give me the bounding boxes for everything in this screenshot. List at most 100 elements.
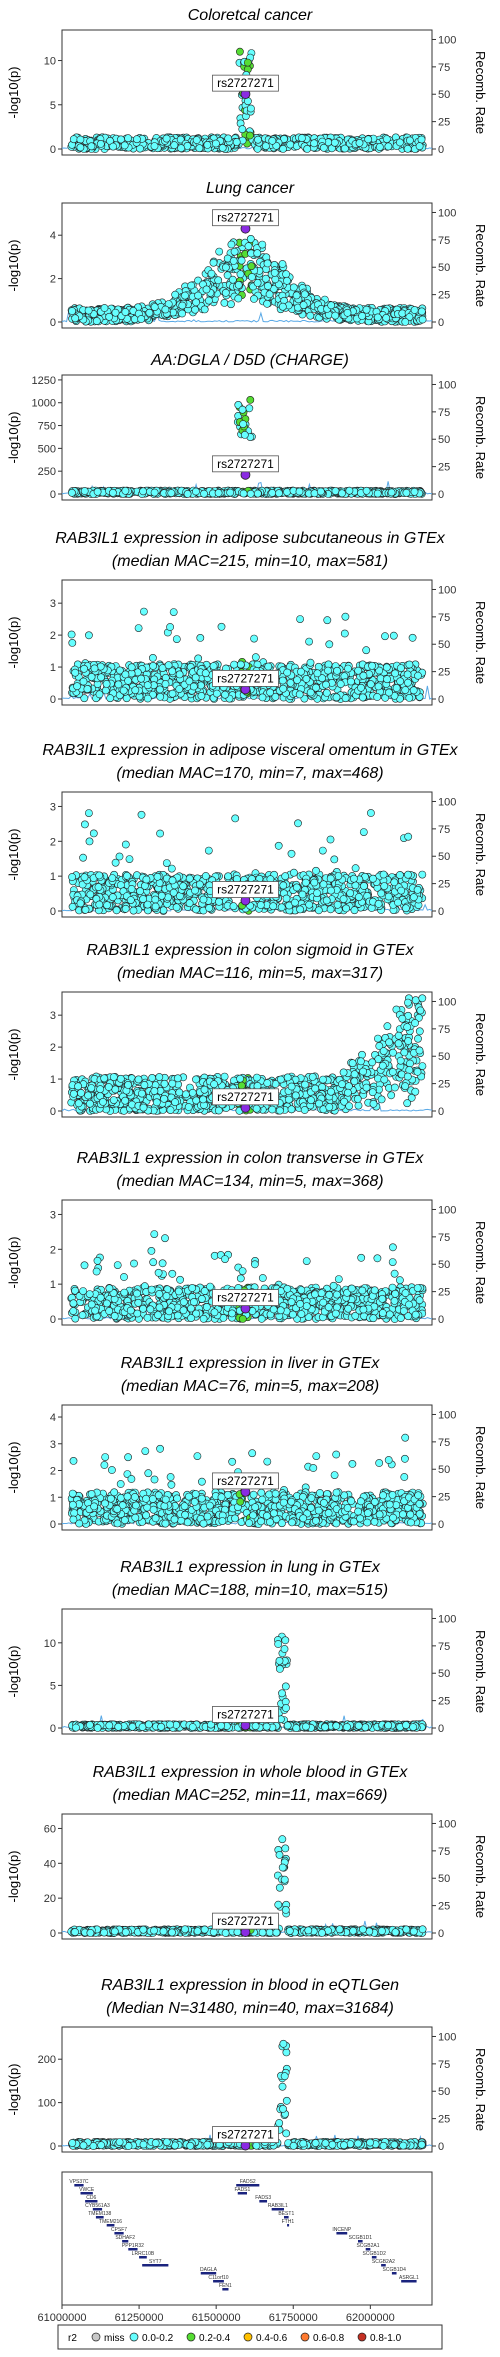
snp-point	[366, 809, 375, 817]
snp-point	[220, 298, 229, 307]
snp-point	[340, 629, 349, 638]
snp-point	[112, 906, 121, 915]
y-tick-label: 1	[50, 662, 56, 674]
lead-snp-label: rs2727271	[217, 883, 274, 897]
y-tick-label: 1250	[32, 375, 56, 387]
snp-point	[343, 308, 352, 317]
y2-tick-label: 75	[438, 235, 450, 247]
snp-point	[310, 878, 319, 887]
snp-point	[326, 905, 335, 914]
snp-point	[374, 900, 383, 908]
snp-point	[236, 660, 245, 669]
snp-point	[387, 1091, 396, 1100]
snp-point	[239, 420, 247, 428]
y2-tick-label: 100	[438, 584, 456, 596]
snp-point	[234, 280, 243, 289]
lead-snp-label: rs2727271	[217, 211, 274, 225]
snp-point	[299, 301, 308, 309]
snp-point	[232, 138, 241, 146]
snp-point	[181, 291, 189, 300]
snp-point	[347, 677, 355, 686]
snp-point	[121, 486, 130, 495]
y-tick-label: 1	[50, 871, 56, 883]
snp-point	[306, 311, 315, 320]
snp-point	[403, 670, 412, 679]
snp-point	[77, 1089, 85, 1097]
snp-point	[106, 694, 115, 703]
y2-tick-label: 75	[438, 407, 450, 419]
snp-point	[261, 274, 270, 283]
snp-point	[279, 881, 288, 890]
snp-point	[250, 634, 258, 643]
snp-point	[81, 820, 89, 829]
snp-point	[296, 905, 304, 914]
snp-point	[230, 247, 239, 256]
snp-point	[153, 872, 162, 881]
snp-point	[79, 677, 88, 686]
panel-title: Coloretcal cancer	[188, 7, 313, 24]
snp-point	[404, 1037, 413, 1045]
snp-point	[327, 886, 335, 895]
snp-point	[362, 305, 371, 314]
snp-point	[316, 487, 325, 496]
snp-point	[245, 131, 254, 140]
y-tick-label: 1000	[32, 398, 56, 410]
y2-tick-label: 100	[438, 207, 456, 219]
snp-point	[111, 858, 120, 867]
snp-point	[202, 285, 211, 294]
snp-point	[150, 488, 159, 497]
snp-point	[201, 872, 210, 880]
snp-point	[71, 668, 80, 677]
y2-tick-label: 25	[438, 290, 450, 302]
snp-point	[80, 873, 89, 882]
snp-point	[314, 906, 323, 915]
snp-point	[145, 308, 154, 317]
snp-point	[409, 686, 418, 695]
y2-tick-label: 50	[438, 89, 450, 101]
snp-point	[169, 608, 178, 616]
snp-point	[143, 900, 152, 909]
y2-tick-label: 75	[438, 824, 450, 836]
snp-point	[387, 488, 396, 497]
y-tick-label: 250	[38, 466, 56, 478]
snp-point	[292, 883, 301, 892]
snp-point	[252, 1073, 261, 1082]
y-tick-label: 2	[50, 630, 56, 642]
y-tick-label: 0	[50, 317, 56, 329]
y2-axis-label: Recomb. Rate	[473, 813, 488, 896]
snp-point	[150, 142, 159, 150]
snp-point	[81, 905, 90, 914]
y-tick-label: 0	[50, 1106, 56, 1118]
snp-point	[152, 1098, 161, 1107]
snp-point	[256, 901, 265, 909]
snp-point	[253, 249, 262, 258]
snp-point	[143, 681, 152, 690]
snp-point	[322, 896, 331, 905]
snp-point	[192, 136, 201, 144]
snp-point	[351, 864, 360, 873]
snp-point	[172, 903, 181, 912]
snp-point	[277, 903, 286, 912]
snp-point	[221, 263, 230, 272]
snp-point	[181, 1090, 190, 1099]
snp-point	[289, 868, 298, 877]
snp-point	[397, 886, 406, 895]
snp-point	[250, 294, 258, 303]
snp-point	[402, 488, 411, 497]
panel-1: Coloretcal cancer05100255075100-log10(p)…	[6, 7, 488, 156]
snp-point	[373, 489, 382, 498]
y2-tick-label: 0	[438, 1106, 444, 1118]
snp-point	[289, 283, 298, 292]
snp-point	[395, 138, 404, 147]
snp-point	[295, 487, 304, 496]
snp-point	[357, 683, 365, 692]
snp-point	[306, 688, 315, 697]
snp-point	[221, 288, 230, 297]
snp-point	[85, 631, 93, 640]
snp-point	[283, 487, 291, 496]
y2-axis-label: Recomb. Rate	[473, 601, 488, 684]
snp-point	[143, 694, 152, 703]
y2-tick-label: 75	[438, 62, 450, 74]
snp-point	[253, 278, 262, 287]
snp-point	[187, 281, 196, 290]
